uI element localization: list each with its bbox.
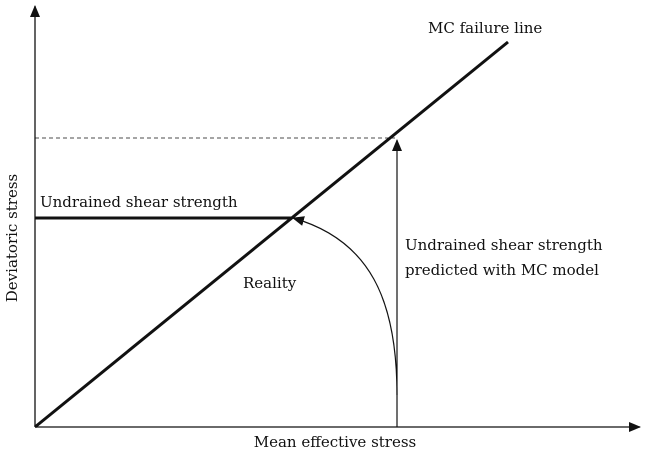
shapes [30, 5, 641, 432]
predicted-label: predicted with MC model [405, 261, 599, 279]
failure-line-label: MC failure line [428, 19, 542, 37]
y-axis-label: Deviatoric stress [3, 174, 21, 302]
undrained-strength-label: Undrained shear strength [40, 193, 238, 211]
reality-path [292, 216, 398, 396]
mc-failure-line [34, 40, 509, 429]
predicted-label: Undrained shear strength [405, 236, 603, 254]
x-axis-label: Mean effective stress [254, 433, 417, 451]
reality-label: Reality [243, 274, 297, 292]
